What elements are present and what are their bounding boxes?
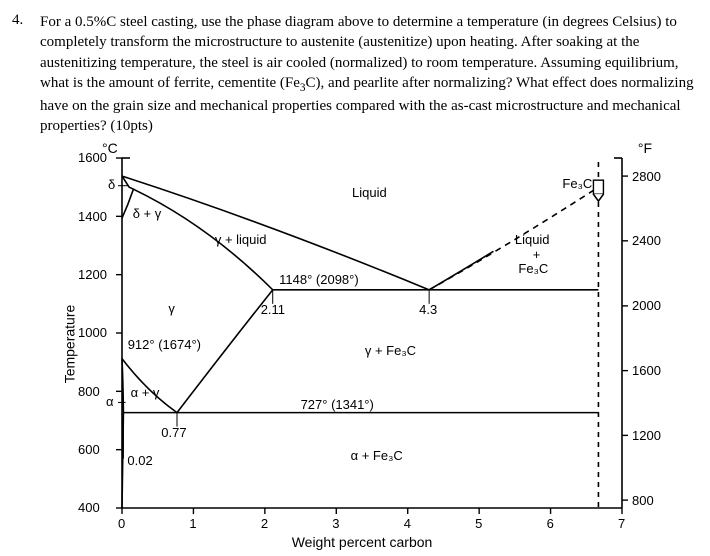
xtick: 3 (332, 516, 339, 531)
gamma-fe3c-label: γ + Fe₃C (365, 343, 416, 358)
xtick: 6 (547, 516, 554, 531)
alpha-gamma-label: α + γ (131, 385, 160, 400)
phase-diagram: °C °F Temperature Weight percent carbon … (42, 144, 682, 544)
ytick-c: 1600 (78, 150, 107, 165)
xtick: 1 (189, 516, 196, 531)
ytick-f: 2400 (632, 233, 661, 248)
alpha-label: α (106, 394, 114, 409)
eutectoid-c-label: 0.77 (161, 425, 186, 440)
ytick-c: 1200 (78, 267, 107, 282)
a3-temp-label: 912° (1674°) (128, 337, 201, 352)
gamma-c-label: 2.11 (261, 302, 285, 317)
xtick: 5 (475, 516, 482, 531)
xtick: 4 (404, 516, 411, 531)
ytick-f: 1600 (632, 363, 661, 378)
liquid-label: Liquid (352, 185, 387, 200)
gamma-liquid-label: γ + liquid (215, 232, 267, 247)
eutectoid-temp-label: 727° (1341°) (301, 397, 374, 412)
liq-fe3c-2: + (533, 247, 541, 262)
ytick-f: 2000 (632, 298, 661, 313)
ytick-f: 1200 (632, 428, 661, 443)
delta-label: δ (108, 177, 115, 192)
question-text: For a 0.5%C steel casting, use the phase… (40, 12, 698, 136)
xtick: 7 (618, 516, 625, 531)
unit-fahrenheit: °F (638, 140, 652, 156)
liq-fe3c-3: Fe₃C (518, 261, 548, 276)
ytick-c: 600 (78, 442, 100, 457)
ytick-f: 2800 (632, 169, 661, 184)
fe3c-label: Fe₃C (562, 176, 592, 191)
ytick-c: 1000 (78, 325, 107, 340)
ytick-c: 800 (78, 384, 100, 399)
ytick-c: 400 (78, 500, 100, 515)
alpha-c-label: 0.02 (127, 453, 152, 468)
liq-fe3c-1: Liquid (515, 232, 550, 247)
eutectic-temp-label: 1148° (2098°) (279, 272, 359, 287)
xtick: 2 (261, 516, 268, 531)
eutectic-c-label: 4.3 (419, 302, 437, 317)
x-axis-title: Weight percent carbon (292, 534, 433, 550)
ytick-c: 1400 (78, 209, 107, 224)
ytick-f: 800 (632, 493, 654, 508)
gamma-label: γ (168, 301, 175, 316)
question-number: 4. (12, 12, 40, 29)
alpha-fe3c-label: α + Fe₃C (351, 448, 403, 463)
xtick: 0 (118, 516, 125, 531)
y-axis-title: Temperature (61, 305, 77, 384)
delta-gamma-label: δ + γ (133, 206, 162, 221)
